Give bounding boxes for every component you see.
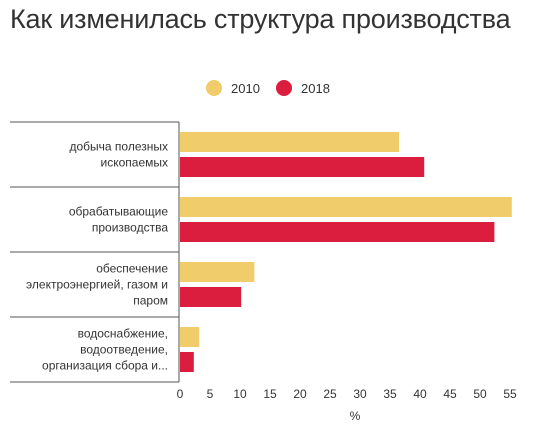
x-tick-label-50: 50 bbox=[473, 387, 487, 401]
bar-2010-4 bbox=[180, 327, 200, 347]
category-label: электроэнергией, газом и bbox=[26, 278, 168, 292]
x-tick-label-20: 20 bbox=[293, 387, 307, 401]
bar-2010-2 bbox=[180, 197, 512, 217]
category-label: организация сбора и... bbox=[42, 359, 168, 373]
x-tick-label-45: 45 bbox=[443, 387, 457, 401]
bar-2018-3 bbox=[180, 287, 242, 307]
bar-2010-1 bbox=[180, 132, 399, 152]
legend-label-2010: 2010 bbox=[231, 80, 260, 96]
legend-swatch-2010 bbox=[206, 80, 222, 96]
x-tick-label-10: 10 bbox=[233, 387, 247, 401]
x-tick-label-5: 5 bbox=[207, 387, 214, 401]
x-tick-label-30: 30 bbox=[353, 387, 367, 401]
category-label: обрабатывающие bbox=[69, 205, 169, 219]
legend-label-2018: 2018 bbox=[301, 80, 330, 96]
category-label: обеспечение bbox=[96, 262, 168, 276]
bar-2018-4 bbox=[180, 352, 194, 372]
x-axis-title: % bbox=[350, 409, 361, 423]
legend-swatch-2018 bbox=[276, 80, 292, 96]
bar-2010-3 bbox=[180, 262, 255, 282]
x-tick-label-0: 0 bbox=[177, 387, 184, 401]
category-label: ископаемых bbox=[101, 156, 168, 170]
x-tick-label-15: 15 bbox=[263, 387, 277, 401]
category-label: производства bbox=[92, 221, 168, 235]
legend-item-2018: 2018 bbox=[276, 80, 330, 96]
bar-2018-1 bbox=[180, 157, 425, 177]
category-label: паром bbox=[133, 294, 168, 308]
x-tick-label-55: 55 bbox=[503, 387, 517, 401]
x-tick-label-35: 35 bbox=[383, 387, 397, 401]
legend: 2010 2018 bbox=[0, 80, 554, 100]
legend-item-2010: 2010 bbox=[206, 80, 260, 96]
category-label: водоснабжение, bbox=[78, 327, 168, 341]
bar-2018-2 bbox=[180, 222, 495, 242]
x-tick-label-25: 25 bbox=[323, 387, 337, 401]
x-tick-label-40: 40 bbox=[413, 387, 427, 401]
category-label: водоотведение, bbox=[80, 343, 168, 357]
chart-title: Как изменилась структура производства bbox=[10, 4, 511, 34]
category-label: добыча полезных bbox=[69, 140, 168, 154]
